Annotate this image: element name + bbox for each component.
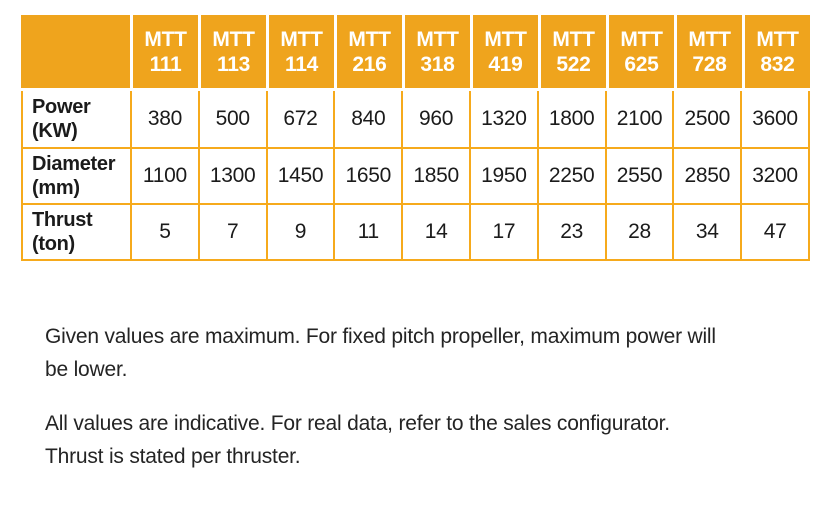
table-cell: 380 <box>130 91 198 147</box>
table-row-thrust: Thrust (ton) 5 7 9 11 14 17 23 28 34 47 <box>23 203 808 259</box>
model-prefix: MTT <box>348 27 391 51</box>
table-cell: 2550 <box>604 149 673 203</box>
column-header-mtt-114: MTT 114 <box>266 15 334 88</box>
note-max-values: Given values are maximum. For fixed pitc… <box>45 325 716 381</box>
table-header-row: MTT 111 MTT 113 MTT 114 MTT 216 MTT 318 … <box>21 15 810 88</box>
column-header-mtt-113: MTT 113 <box>198 15 266 88</box>
table-row-diameter: Diameter (mm) 1100 1300 1450 1650 1850 1… <box>23 147 808 203</box>
table-cell: 17 <box>468 205 537 259</box>
table-cell: 1950 <box>468 149 537 203</box>
column-header-mtt-111: MTT 111 <box>130 15 198 88</box>
table-cell: 1650 <box>333 149 402 203</box>
table-cell: 1800 <box>536 91 605 147</box>
model-number: 113 <box>217 52 250 76</box>
column-header-mtt-625: MTT 625 <box>606 15 674 88</box>
table-cell: 500 <box>197 91 266 147</box>
model-number: 728 <box>692 52 727 76</box>
table-cell: 14 <box>401 205 469 259</box>
table-row-power: Power (KW) 380 500 672 840 960 1320 1800… <box>23 91 808 147</box>
table-cell: 3600 <box>740 91 808 147</box>
corner-header-cell <box>21 15 130 88</box>
table-cell: 2250 <box>536 149 605 203</box>
table-cell: 47 <box>740 205 808 259</box>
model-prefix: MTT <box>416 27 459 51</box>
column-header-mtt-419: MTT 419 <box>470 15 538 88</box>
model-number: 111 <box>149 52 182 76</box>
model-number: 216 <box>352 52 387 76</box>
model-number: 419 <box>488 52 523 76</box>
model-number: 114 <box>285 52 318 76</box>
thruster-spec-table: MTT 111 MTT 113 MTT 114 MTT 216 MTT 318 … <box>21 15 810 261</box>
table-cell: 1320 <box>468 91 537 147</box>
table-cell: 5 <box>130 205 198 259</box>
table-cell: 34 <box>672 205 741 259</box>
table-cell: 1100 <box>130 149 198 203</box>
column-header-mtt-318: MTT 318 <box>402 15 470 88</box>
model-prefix: MTT <box>552 27 595 51</box>
table-cell: 1450 <box>265 149 334 203</box>
table-cell: 23 <box>536 205 605 259</box>
model-prefix: MTT <box>280 27 323 51</box>
table-cell: 11 <box>333 205 402 259</box>
column-header-mtt-728: MTT 728 <box>674 15 742 88</box>
model-prefix: MTT <box>212 27 255 51</box>
table-cell: 840 <box>333 91 402 147</box>
row-header-diameter: Diameter (mm) <box>23 149 130 203</box>
model-number: 522 <box>556 52 591 76</box>
table-cell: 2100 <box>604 91 673 147</box>
column-header-mtt-216: MTT 216 <box>334 15 402 88</box>
model-prefix: MTT <box>756 27 799 51</box>
table-cell: 7 <box>197 205 266 259</box>
model-prefix: MTT <box>144 27 187 51</box>
model-number: 625 <box>624 52 659 76</box>
column-header-mtt-522: MTT 522 <box>538 15 606 88</box>
table-cell: 1300 <box>197 149 266 203</box>
table-cell: 2850 <box>672 149 741 203</box>
row-header-thrust: Thrust (ton) <box>23 205 130 259</box>
table-cell: 960 <box>401 91 469 147</box>
column-header-mtt-832: MTT 832 <box>742 15 810 88</box>
table-cell: 2500 <box>672 91 741 147</box>
model-prefix: MTT <box>484 27 527 51</box>
table-cell: 1850 <box>401 149 469 203</box>
table-body: Power (KW) 380 500 672 840 960 1320 1800… <box>21 91 810 261</box>
table-cell: 3200 <box>740 149 808 203</box>
table-cell: 672 <box>265 91 334 147</box>
row-header-power: Power (KW) <box>23 91 130 147</box>
note-indicative-values: All values are indicative. For real data… <box>45 412 670 468</box>
model-number: 832 <box>760 52 795 76</box>
model-prefix: MTT <box>620 27 663 51</box>
model-number: 318 <box>420 52 455 76</box>
model-prefix: MTT <box>688 27 731 51</box>
table-cell: 28 <box>604 205 673 259</box>
table-cell: 9 <box>265 205 334 259</box>
